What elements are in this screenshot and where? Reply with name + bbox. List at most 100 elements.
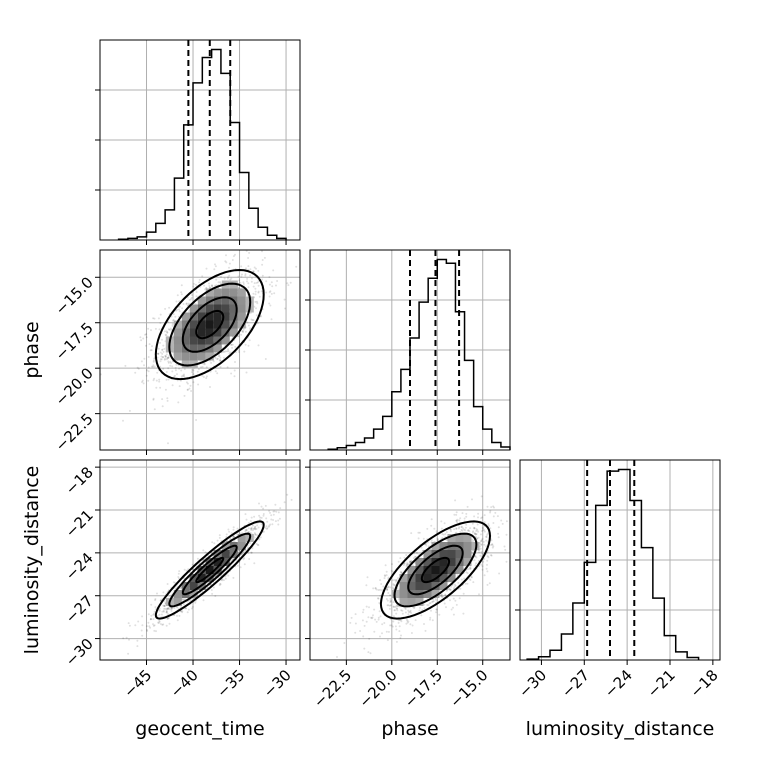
scatter-point [219, 281, 222, 284]
scatter-point [420, 546, 423, 549]
scatter-point [385, 570, 388, 573]
density-cell [197, 336, 206, 345]
hist-panel-geocent_time [95, 39, 301, 245]
scatter-point [125, 636, 128, 639]
scatter-point [187, 302, 190, 305]
scatter-point [505, 533, 508, 536]
scatter-point [222, 579, 225, 582]
scatter-point [256, 300, 258, 303]
scatter-point [400, 571, 403, 574]
scatter-point [432, 600, 435, 603]
scatter-point [465, 523, 468, 526]
scatter-point [159, 623, 162, 625]
scatter-point [183, 375, 186, 378]
density-cell [237, 312, 246, 321]
density-cell [197, 296, 206, 305]
scatter-point [395, 640, 398, 643]
scatter-point [240, 333, 243, 336]
scatter-point [287, 284, 290, 287]
contour-line [154, 268, 265, 381]
scatter-point [159, 341, 162, 344]
histogram-luminosity_distance [526, 468, 700, 660]
panel-frame [519, 459, 721, 661]
scatter-point [262, 514, 265, 517]
scatter-point [205, 267, 208, 270]
scatter-point [164, 333, 167, 336]
scatter-point [486, 555, 489, 558]
scatter-point [249, 520, 252, 523]
scatter-point [388, 604, 391, 607]
scatter-point [182, 374, 185, 377]
density-cell [229, 288, 238, 297]
scatter-point [362, 608, 365, 611]
scatter-point [186, 388, 189, 391]
scatter-point [211, 592, 214, 595]
scatter-point [253, 282, 256, 285]
scatter-point [268, 291, 271, 294]
scatter-point [394, 625, 397, 628]
scatter-point [410, 532, 413, 535]
scatter-point [214, 265, 217, 268]
scatter-point [247, 527, 250, 530]
scatter-point [262, 513, 265, 515]
scatter-point [232, 255, 235, 258]
scatter-point [167, 607, 169, 610]
scatter-point [232, 528, 235, 531]
density-cell [173, 320, 182, 329]
scatter-point [410, 611, 413, 614]
scatter-point [161, 398, 164, 401]
scatter-point [379, 635, 381, 638]
scatter-point [166, 607, 169, 610]
scatter-point [368, 606, 370, 609]
density-cell [237, 288, 246, 297]
scatter-point [482, 540, 485, 543]
scatter-point [177, 576, 180, 578]
scatter-point [180, 291, 183, 294]
density-cell [221, 320, 230, 329]
scatter-point [192, 381, 195, 384]
scatter-point [414, 619, 417, 622]
scatter-point [259, 536, 262, 539]
scatter-point [277, 511, 280, 514]
scatter-point [218, 534, 221, 537]
density-cell [213, 344, 222, 353]
scatter-point [268, 276, 271, 278]
scatter-point [440, 520, 443, 523]
density-panel-phase-luminosity_distance [305, 459, 511, 665]
scatter-point [164, 356, 167, 358]
scatter-point [394, 580, 397, 583]
scatter-point [164, 357, 166, 360]
scatter-point [176, 373, 178, 376]
scatter-point [256, 322, 259, 325]
scatter-point [498, 572, 501, 575]
scatter-point [354, 613, 357, 616]
scatter-point [435, 530, 438, 533]
scatter-point [480, 538, 483, 541]
scatter-point [435, 608, 438, 611]
scatter-point [127, 652, 130, 655]
scatter-point [232, 535, 235, 538]
scatter-point [185, 302, 188, 305]
scatter-point [270, 514, 273, 517]
scatter-point [379, 579, 382, 582]
scatter-point [472, 530, 475, 533]
scatter-point [172, 319, 175, 322]
scatter-point [505, 560, 508, 563]
scatter-point [263, 256, 266, 259]
scatter-point [375, 620, 378, 623]
scatter-point [250, 526, 253, 529]
scatter-point [422, 537, 425, 540]
scatter-point [175, 363, 178, 366]
scatter-point [174, 581, 176, 584]
scatter-point [389, 600, 392, 603]
scatter-point [237, 349, 240, 352]
scatter-point [400, 634, 402, 637]
scatter-point [143, 357, 146, 360]
scatter-point [397, 621, 400, 624]
scatter-point [405, 618, 408, 621]
scatter-point [152, 359, 155, 362]
scatter-point [146, 628, 148, 631]
scatter-point [231, 346, 234, 349]
scatter-point [231, 343, 234, 346]
